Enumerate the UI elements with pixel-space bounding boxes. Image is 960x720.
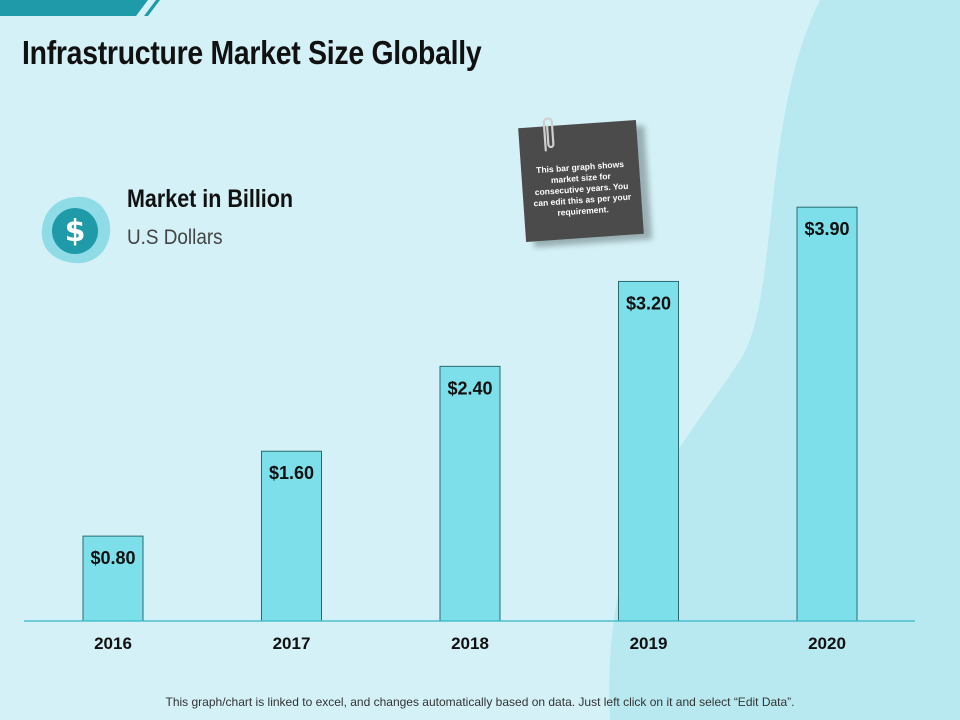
bar-2019[interactable] [618,280,679,622]
footer-note: This graph/chart is linked to excel, and… [165,695,795,709]
x-tick-label-2017: 2017 [273,634,311,653]
bar-2018[interactable] [439,365,501,622]
legend-heading: Market in Billion [127,185,294,213]
x-tick-label-2020: 2020 [808,634,846,653]
svg-text:$: $ [65,214,86,249]
x-tick-label-2019: 2019 [630,634,668,653]
sticky-note: This bar graph shows market size for con… [518,117,653,248]
legend-block: $ Market in Billion U.S Dollars [38,183,398,273]
data-label-2016: $0.80 [90,548,135,568]
page-title: Infrastructure Market Size Globally [22,34,482,71]
paperclip-icon [542,117,555,152]
data-label-2020: $3.90 [804,219,849,239]
data-label-2019: $3.20 [626,293,671,313]
x-tick-label-2018: 2018 [451,634,489,653]
bar-2020[interactable] [796,206,858,622]
data-label-2018: $2.40 [447,378,492,398]
x-tick-label-2016: 2016 [94,634,132,653]
data-label-2017: $1.60 [269,463,314,483]
legend-subheading: U.S Dollars [127,226,223,249]
dollar-icon: $ [41,196,111,264]
